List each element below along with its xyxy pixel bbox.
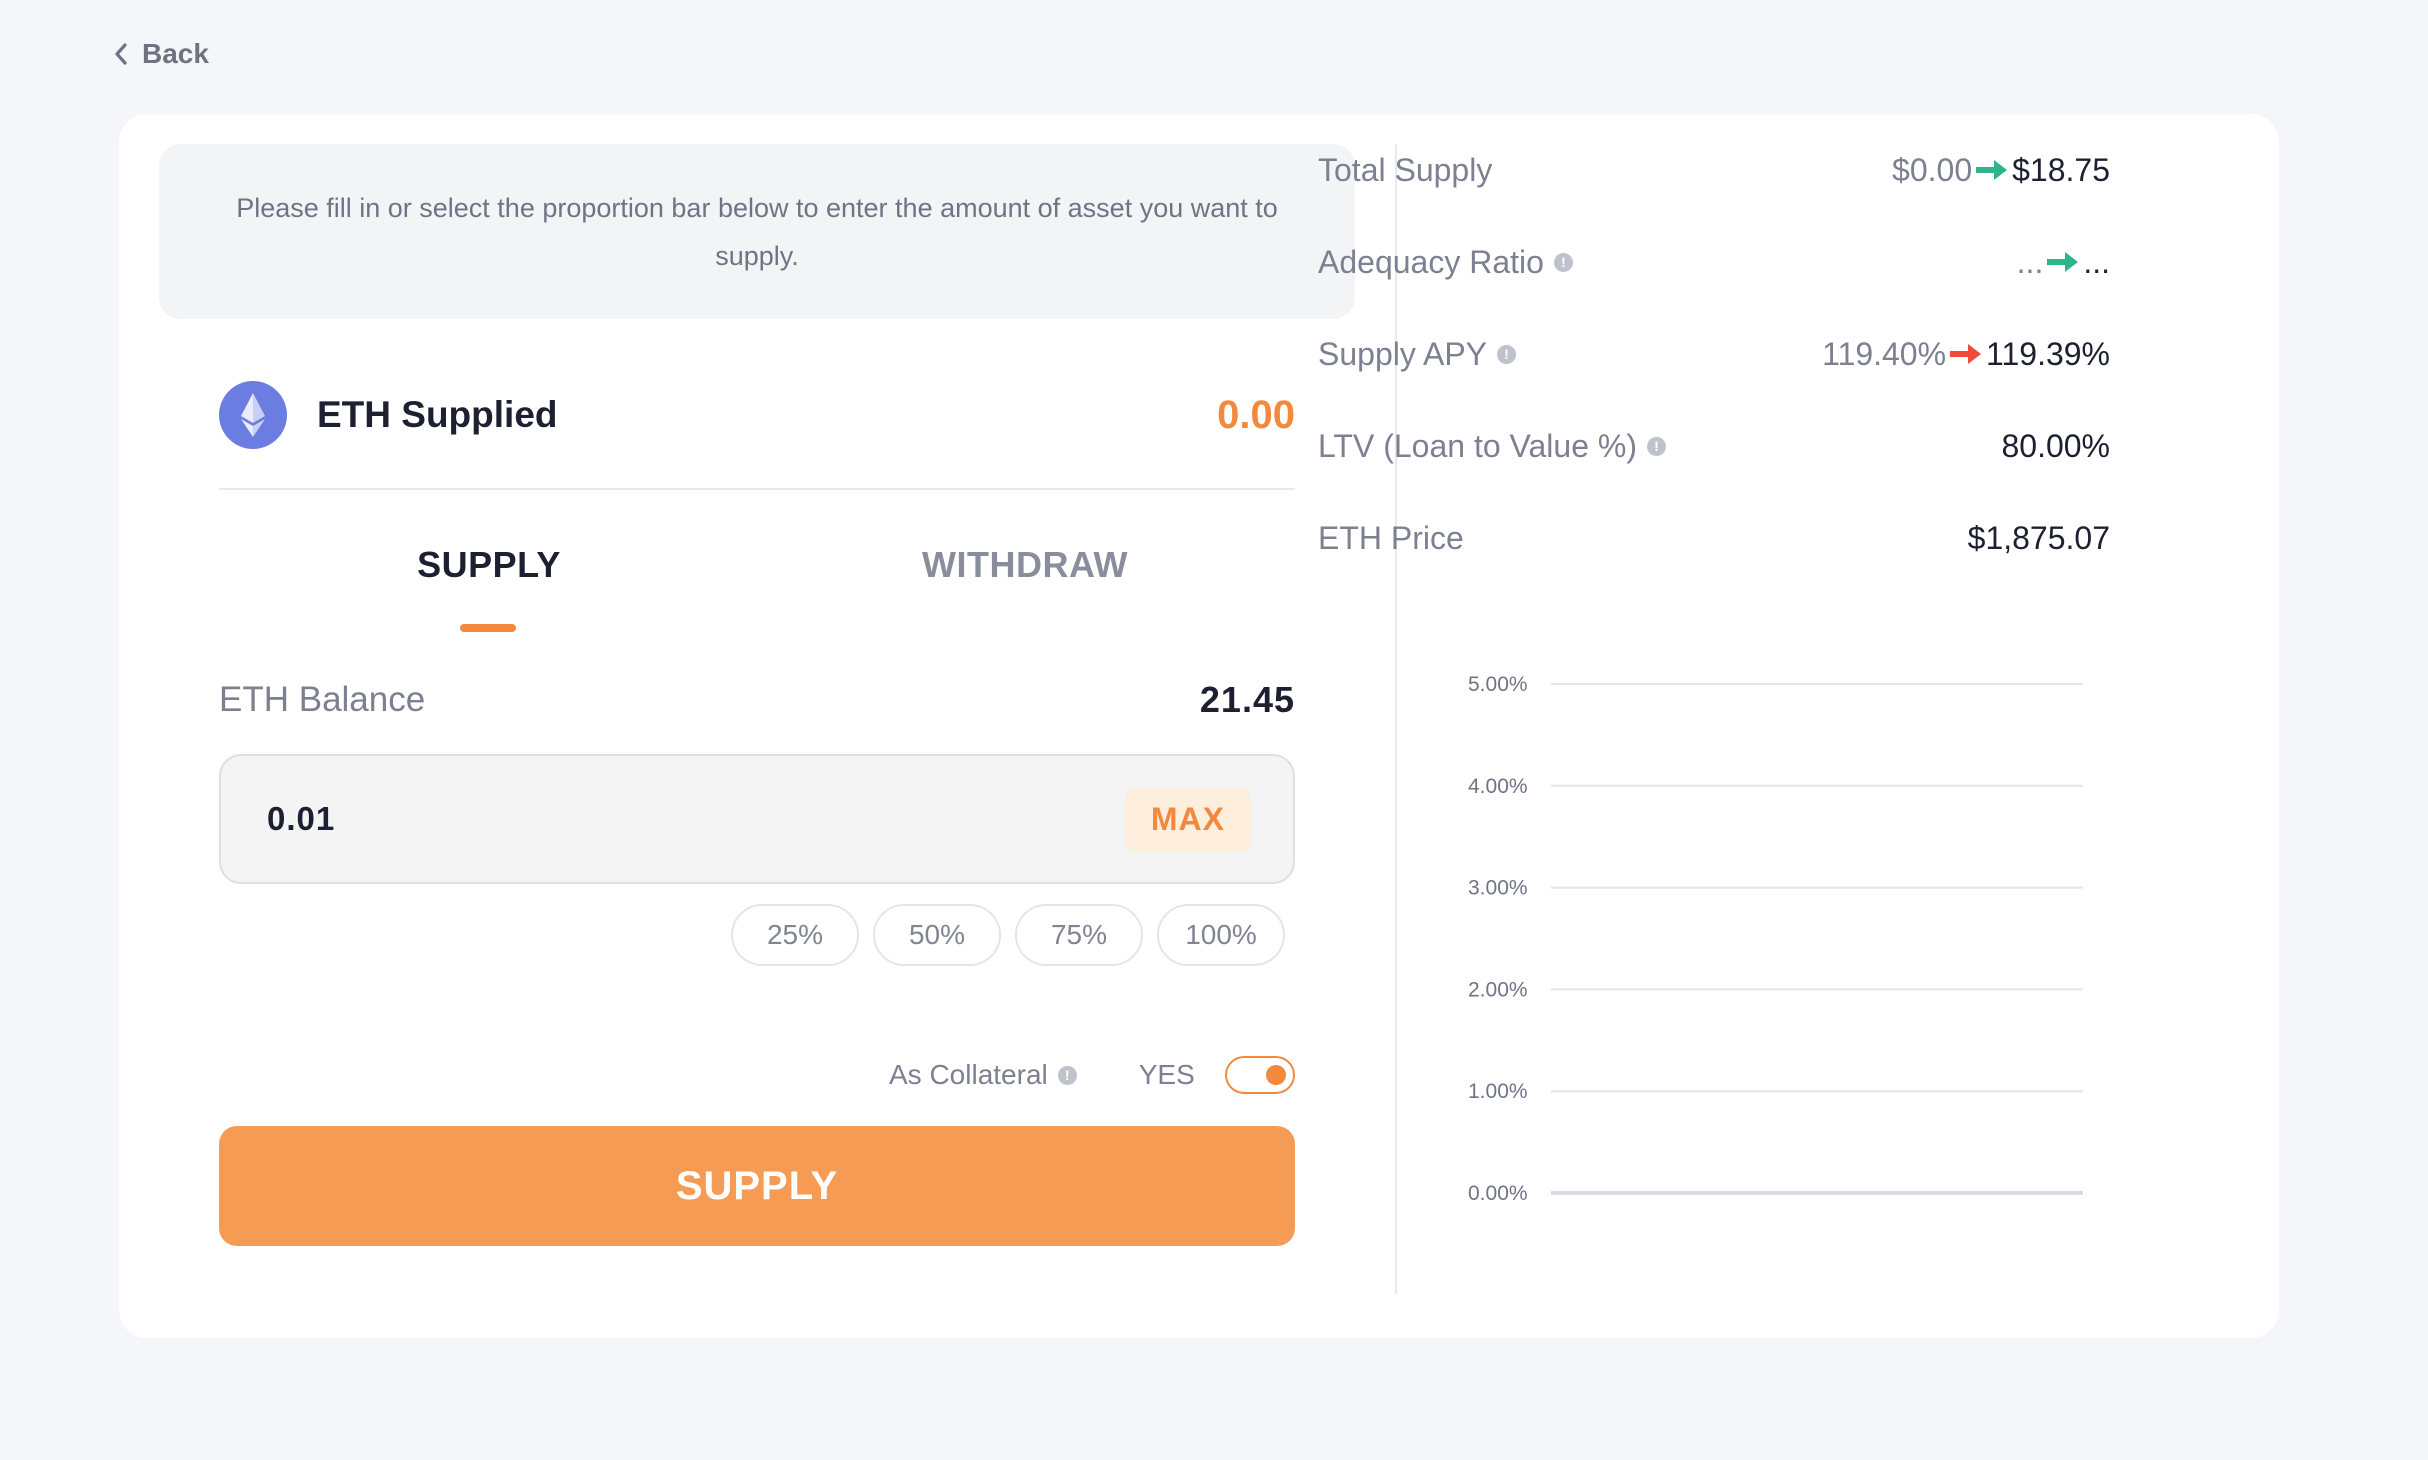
ltv-value: 80.00% [2001, 427, 2110, 464]
balance-label: ETH Balance [219, 680, 426, 719]
info-icon: ! [1497, 344, 1516, 364]
y-tick-label: 4.00% [1468, 775, 1528, 798]
total-supply-old: $0.00 [1892, 151, 1973, 188]
tab-supply[interactable]: SUPPLY [417, 544, 561, 585]
y-tick-label: 2.00% [1468, 978, 1528, 1001]
divider [219, 488, 1295, 490]
active-tab-indicator [460, 624, 516, 632]
ltv-label: LTV (Loan to Value %) [1318, 427, 1637, 464]
info-icon: ! [1057, 1065, 1077, 1085]
stat-total-supply: Total Supply $0.00 $18.75 [1318, 145, 2110, 195]
supply-apy-label: Supply APY [1318, 335, 1487, 372]
y-tick-label: 0.00% [1468, 1182, 1528, 1205]
total-supply-label: Total Supply [1318, 151, 1493, 188]
y-tick-label: 1.00% [1468, 1080, 1528, 1103]
ethereum-icon [219, 381, 287, 449]
stat-adequacy-ratio: Adequacy Ratio ! ... ... [1318, 237, 2110, 287]
ltv-value-wrap: 80.00% [2001, 428, 2110, 465]
percent-100-button[interactable]: 100% [1157, 904, 1285, 966]
toggle-knob [1266, 1065, 1286, 1085]
arrow-right-icon [1976, 160, 2008, 180]
adequacy-ratio-label: Adequacy Ratio [1318, 243, 1544, 280]
eth-price-value-wrap: $1,875.07 [1968, 520, 2110, 557]
total-supply-value: $0.00 $18.75 [1892, 152, 2110, 189]
adequacy-ratio-value: ... ... [2017, 244, 2110, 281]
percent-75-button[interactable]: 75% [1015, 904, 1143, 966]
stat-ltv: LTV (Loan to Value %) ! 80.00% [1318, 421, 2110, 471]
percent-50-button[interactable]: 50% [873, 904, 1001, 966]
percent-25-button[interactable]: 25% [731, 904, 859, 966]
info-icon: ! [1553, 252, 1573, 272]
column-divider [1395, 144, 1397, 1294]
max-button[interactable]: MAX [1124, 786, 1251, 852]
arrow-right-icon [1950, 344, 1982, 364]
amount-input[interactable] [265, 799, 1125, 839]
percent-buttons: 25% 50% 75% 100% [731, 904, 1285, 966]
y-tick-label: 3.00% [1468, 877, 1528, 900]
stat-eth-price: ETH Price $1,875.07 [1318, 513, 2110, 563]
y-tick-label: 5.00% [1468, 673, 1528, 696]
supply-apy-new: 119.39% [1986, 335, 2110, 372]
adequacy-ratio-old: ... [2016, 243, 2044, 280]
asset-name: ETH Supplied [317, 394, 558, 435]
stat-supply-apy: Supply APY ! 119.40% 119.39% [1318, 329, 2110, 379]
collateral-toggle[interactable] [1225, 1056, 1295, 1094]
asset-supplied-value: 0.00 [1217, 392, 1295, 437]
supply-apy-old: 119.40% [1822, 335, 1947, 372]
eth-price-value: $1,875.07 [1967, 519, 2110, 556]
balance-row: ETH Balance 21.45 [219, 674, 1295, 726]
instruction-notice: Please fill in or select the proportion … [159, 144, 1355, 319]
chevron-left-icon [115, 43, 127, 65]
supply-button[interactable]: SUPPLY [219, 1126, 1295, 1246]
back-button[interactable]: Back [112, 36, 209, 72]
asset-supplied-row: ETH Supplied 0.00 [219, 380, 1295, 450]
adequacy-ratio-new: ... [2083, 243, 2110, 280]
back-label: Back [142, 38, 209, 69]
collateral-row: As Collateral ! YES [889, 1055, 1295, 1095]
apy-chart: 5.00% 4.00% 3.00% 2.00% 1.00% 0.00% [1468, 673, 2083, 1205]
tab-withdraw[interactable]: WITHDRAW [922, 544, 1128, 585]
amount-field: MAX [219, 754, 1295, 884]
collateral-state: YES [1138, 1059, 1195, 1090]
collateral-label: As Collateral [889, 1059, 1048, 1090]
total-supply-new: $18.75 [2012, 151, 2110, 188]
tab-bar: SUPPLY WITHDRAW [219, 544, 1295, 624]
supply-apy-value: 119.40% 119.39% [1822, 336, 2110, 373]
arrow-right-icon [2047, 252, 2079, 272]
info-icon: ! [1646, 436, 1666, 456]
eth-price-label: ETH Price [1318, 519, 1464, 556]
balance-value: 21.45 [1199, 679, 1295, 720]
supply-card: Please fill in or select the proportion … [119, 114, 2279, 1338]
